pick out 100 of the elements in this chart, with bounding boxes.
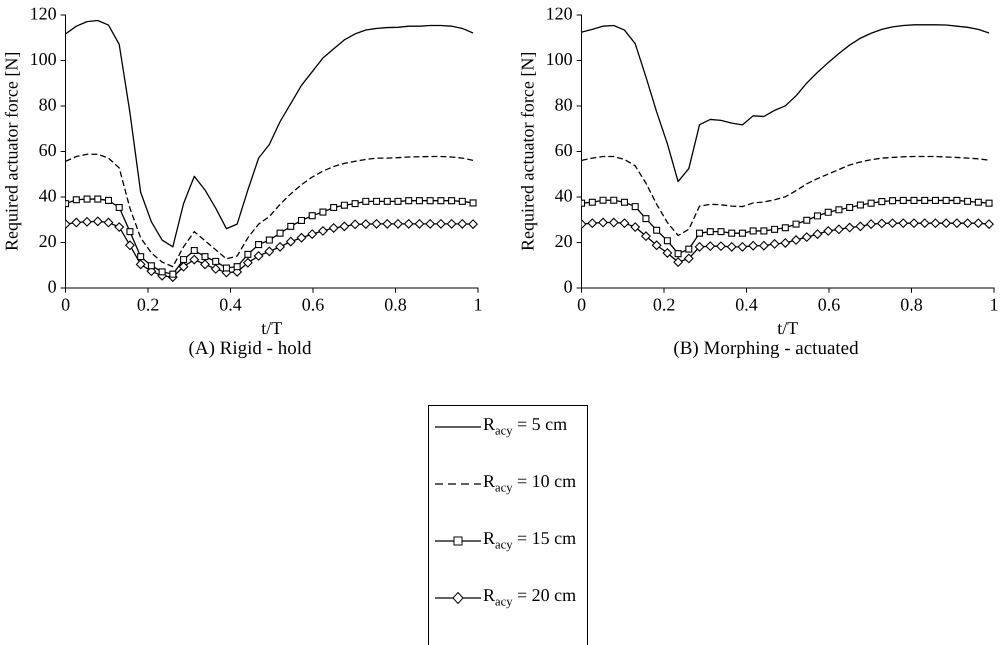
point: [394, 198, 402, 205]
point: [384, 198, 391, 205]
point: [792, 220, 800, 228]
y-tick-label: 120: [546, 4, 573, 24]
x-tick-label: 1: [474, 294, 482, 314]
point: [824, 208, 832, 216]
point: [180, 256, 188, 264]
point: [717, 228, 725, 236]
point: [910, 196, 918, 204]
text: (B) Morphing - actuated: [672, 338, 860, 360]
point: [340, 202, 348, 209]
point: [116, 204, 123, 212]
point: [340, 222, 350, 232]
point: [609, 218, 619, 228]
point: [296, 233, 306, 242]
point: [600, 196, 607, 204]
point: [328, 223, 338, 233]
y-tick-label: 0: [564, 276, 573, 297]
point: [986, 200, 993, 207]
point: [588, 218, 598, 228]
point: [642, 215, 650, 222]
y-tick-label: 100: [30, 49, 57, 70]
point: [760, 227, 768, 234]
point: [780, 238, 790, 248]
point: [425, 219, 435, 229]
point: [782, 224, 789, 232]
point: [212, 258, 220, 265]
point: [126, 228, 134, 236]
point: [620, 218, 630, 228]
point: [598, 218, 608, 228]
y-tick-label: 80: [554, 94, 573, 115]
point: [770, 239, 780, 249]
point: [877, 218, 887, 228]
point: [416, 197, 423, 204]
point: [458, 198, 466, 205]
point: [630, 222, 640, 232]
point: [308, 212, 316, 220]
point: [244, 250, 252, 258]
point: [458, 219, 468, 229]
point: [136, 260, 146, 270]
point: [254, 251, 264, 261]
y-axis-title: Required actuator force [N]: [518, 52, 538, 252]
point: [738, 242, 748, 252]
point: [201, 253, 209, 260]
point: [298, 216, 306, 224]
x-tick-label: 1: [990, 294, 998, 314]
point: [953, 196, 960, 204]
y-axis-title: Required actuator force [N]: [2, 52, 22, 252]
legend-label: R$_{ac}$$_{y}$ = 15 cm: [483, 528, 576, 553]
y-tick-label: 20: [554, 231, 573, 252]
point: [652, 240, 662, 250]
point: [964, 198, 972, 205]
point: [275, 242, 285, 252]
x-tick-label: 0.8: [900, 294, 923, 314]
point: [158, 268, 166, 276]
point: [823, 226, 833, 236]
point: [190, 254, 200, 264]
legend-label: R$_{ac}$$_{y}$ = 20 cm: [483, 585, 576, 610]
point: [393, 219, 403, 229]
point: [287, 222, 294, 230]
x-tick-label: 0.4: [735, 294, 758, 314]
point: [125, 240, 135, 250]
point: [706, 241, 716, 251]
y-tick-label: 40: [38, 186, 57, 206]
point: [920, 218, 930, 228]
point: [696, 230, 704, 237]
point: [641, 231, 651, 241]
point: [169, 270, 176, 278]
x-axis-title: t/T: [261, 318, 282, 338]
point: [900, 196, 907, 204]
point: [264, 246, 274, 256]
point: [255, 241, 262, 248]
point: [319, 208, 326, 216]
point: [984, 219, 994, 229]
point: [632, 203, 639, 210]
point: [414, 219, 424, 229]
point: [898, 218, 908, 228]
point: [856, 201, 864, 209]
point: [889, 197, 896, 204]
point: [856, 222, 866, 232]
point: [932, 196, 939, 204]
x-tick-label: 0.6: [302, 294, 324, 314]
x-tick-label: 0: [577, 294, 586, 314]
point: [942, 196, 950, 204]
point: [834, 224, 844, 234]
point: [330, 204, 338, 212]
point: [835, 206, 842, 214]
point: [866, 219, 876, 229]
point: [84, 196, 91, 203]
x-axis-title: t/T: [777, 318, 798, 338]
point: [243, 258, 253, 268]
point: [104, 196, 112, 204]
point: [952, 218, 962, 228]
point: [750, 227, 757, 234]
point: [941, 218, 951, 228]
y-tick-label: 40: [554, 186, 573, 206]
y-tick-label: 80: [38, 94, 57, 115]
point: [104, 218, 114, 228]
point: [814, 212, 822, 220]
point: [436, 219, 446, 229]
